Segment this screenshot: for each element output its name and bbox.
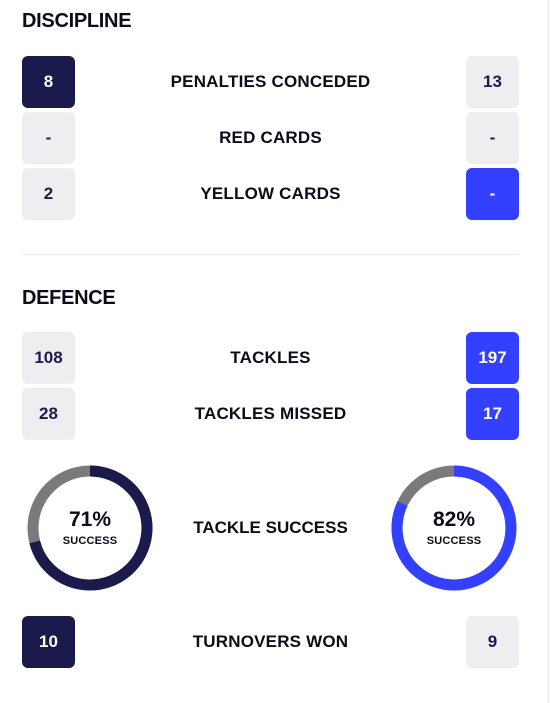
stat-label: RED CARDS — [219, 128, 322, 147]
stat-label: TURNOVERS WON — [192, 632, 349, 651]
stat-row-tackles: 108 TACKLES 197 — [22, 332, 519, 384]
home-value: 2 — [22, 168, 75, 220]
success-percent: 71% — [68, 508, 112, 531]
ring-progress — [27, 465, 153, 591]
success-percent: 82% — [432, 508, 476, 531]
ring-chart — [27, 465, 153, 591]
stat-row-yellow-cards: 2 YELLOW CARDS - — [22, 168, 519, 220]
success-caption: SUCCESS — [426, 535, 482, 547]
stat-label: TACKLES MISSED — [194, 404, 347, 423]
success-caption: SUCCESS — [62, 535, 118, 547]
stat-row-tackles-missed: 28 TACKLES MISSED 17 — [22, 388, 519, 440]
home-value: 10 — [22, 616, 75, 668]
stat-label: TACKLES — [230, 348, 311, 367]
stat-row-penalties-conceded: 8 PENALTIES CONCEDED 13 — [22, 56, 519, 108]
right-border — [548, 0, 549, 703]
stat-label: PENALTIES CONCEDED — [170, 72, 371, 91]
home-value: 8 — [22, 56, 75, 108]
away-value: - — [466, 168, 519, 220]
away-value: - — [466, 112, 519, 164]
ring-progress — [391, 465, 517, 591]
home-value: 28 — [22, 388, 75, 440]
section-title-defence: DEFENCE — [22, 287, 116, 309]
section-divider — [22, 254, 519, 255]
stat-label: TACKLE SUCCESS — [193, 518, 348, 537]
away-value: 17 — [466, 388, 519, 440]
home-value: - — [22, 112, 75, 164]
stat-row-red-cards: - RED CARDS - — [22, 112, 519, 164]
ring-chart — [391, 465, 517, 591]
stat-row-turnovers-won: 10 TURNOVERS WON 9 — [22, 616, 519, 668]
away-tackle-success-ring: 82% SUCCESS — [386, 460, 522, 596]
away-value: 197 — [466, 332, 519, 384]
home-value: 108 — [22, 332, 75, 384]
away-value: 13 — [466, 56, 519, 108]
stat-label: YELLOW CARDS — [200, 184, 341, 203]
away-value: 9 — [466, 616, 519, 668]
section-title-discipline: DISCIPLINE — [22, 10, 132, 32]
home-tackle-success-ring: 71% SUCCESS — [22, 460, 158, 596]
tackle-success-row: 71% SUCCESS TACKLE SUCCESS 82% SUCCESS — [22, 460, 519, 596]
